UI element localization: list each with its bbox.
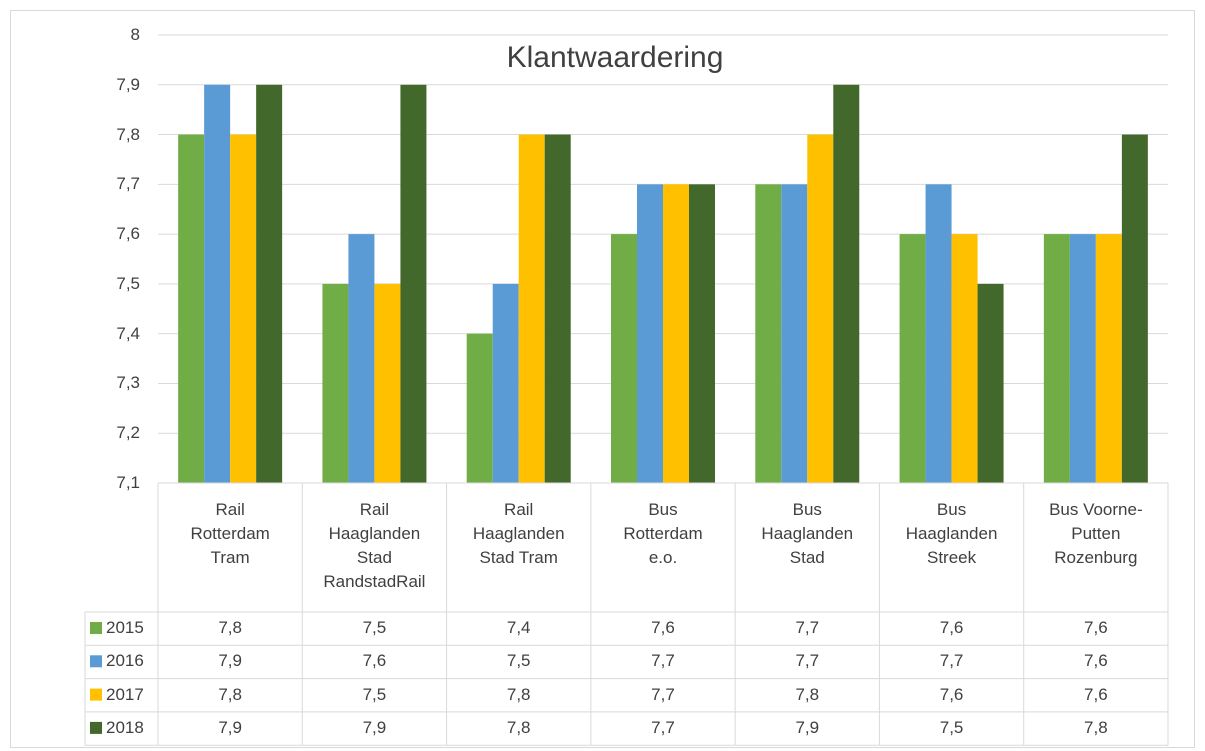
table-value: 7,5 <box>939 717 964 737</box>
table-value: 7,6 <box>651 618 675 637</box>
bar <box>322 283 349 483</box>
bar <box>663 184 689 484</box>
table-value: 7,8 <box>218 684 242 704</box>
table-value: 7,5 <box>506 651 531 671</box>
legend-label: 2015 <box>106 618 144 637</box>
legend-label: 2018 <box>106 717 144 737</box>
table-value: 7,6 <box>939 684 964 704</box>
x-tick-label: Bus Haaglanden Stad <box>761 500 854 567</box>
bar <box>1069 234 1096 483</box>
bar <box>544 134 571 484</box>
bar <box>611 234 637 483</box>
bar <box>899 234 926 483</box>
table-value: 7,7 <box>795 651 820 671</box>
bar <box>951 234 978 483</box>
table-value: 7,9 <box>362 717 387 737</box>
bar <box>518 134 545 484</box>
bar <box>807 134 834 484</box>
table-value: 7,5 <box>362 618 387 637</box>
y-tick-label: 8 <box>130 25 140 44</box>
table-value: 7,5 <box>362 684 387 704</box>
table-value: 7,6 <box>1084 618 1108 637</box>
x-tick-label: Bus Haaglanden Streek <box>905 500 998 567</box>
legend-label: 2016 <box>106 651 144 671</box>
x-tick-label: Rail Rotterdam Tram <box>190 500 270 567</box>
x-tick-label: Rail Haaglanden Stad Tram <box>472 500 565 567</box>
bar <box>492 283 519 483</box>
bar <box>689 184 715 484</box>
bar <box>1095 234 1122 483</box>
legend-key <box>90 655 102 668</box>
legend-key <box>90 622 102 634</box>
y-tick-label: 7,1 <box>116 473 140 492</box>
legend-key <box>90 688 102 701</box>
table-value: 7,8 <box>218 618 242 637</box>
y-tick-label: 7,2 <box>116 423 140 443</box>
bar <box>230 134 257 484</box>
table-value: 7,9 <box>218 651 242 671</box>
x-tick-label: Rail Haaglanden Stad RandstadRail <box>323 500 426 591</box>
bar <box>1121 134 1148 484</box>
legend-key <box>90 721 102 734</box>
y-tick-label: 7,4 <box>116 323 140 343</box>
y-tick-label: 7,8 <box>116 124 140 144</box>
table-value: 7,4 <box>506 618 531 637</box>
table-value: 7,8 <box>506 684 531 704</box>
table-value: 7,7 <box>651 717 675 737</box>
table-value: 7,6 <box>1084 684 1108 704</box>
bar <box>637 184 663 484</box>
chart-border <box>10 10 1195 748</box>
bar <box>755 184 782 484</box>
y-tick-label: 7,7 <box>116 174 140 194</box>
bar <box>833 84 860 484</box>
x-tick-label: Bus Rotterdam e.o. <box>623 500 703 567</box>
bar <box>925 184 952 484</box>
table-value: 7,9 <box>218 717 242 737</box>
y-tick-label: 7,3 <box>116 373 140 393</box>
bar <box>256 84 283 484</box>
y-tick-label: 7,6 <box>116 224 140 244</box>
table-value: 7,6 <box>362 651 387 671</box>
chart-title: Klantwaardering <box>506 41 724 74</box>
table-value: 7,9 <box>795 717 820 737</box>
table-value: 7,8 <box>506 717 531 737</box>
bar <box>466 333 493 483</box>
bar <box>204 84 231 484</box>
table-value: 7,8 <box>1084 717 1108 737</box>
table-value: 7,6 <box>939 618 964 637</box>
bar <box>977 283 1004 483</box>
bar <box>400 84 427 484</box>
table-value: 7,7 <box>939 651 964 671</box>
table-value: 7,7 <box>795 618 820 637</box>
bar <box>1043 234 1070 483</box>
y-tick-label: 7,9 <box>116 74 140 94</box>
table-value: 7,8 <box>795 684 820 704</box>
bar <box>178 134 205 484</box>
legend-label: 2017 <box>106 684 144 704</box>
table-value: 7,7 <box>651 651 675 671</box>
table-value: 7,7 <box>651 684 675 704</box>
bar <box>374 283 401 483</box>
bar <box>781 184 808 484</box>
bar <box>348 234 375 483</box>
table-value: 7,6 <box>1084 651 1108 671</box>
y-tick-label: 7,5 <box>116 273 140 293</box>
x-tick-label: Bus Voorne-Putten Rozenburg <box>1049 500 1143 567</box>
